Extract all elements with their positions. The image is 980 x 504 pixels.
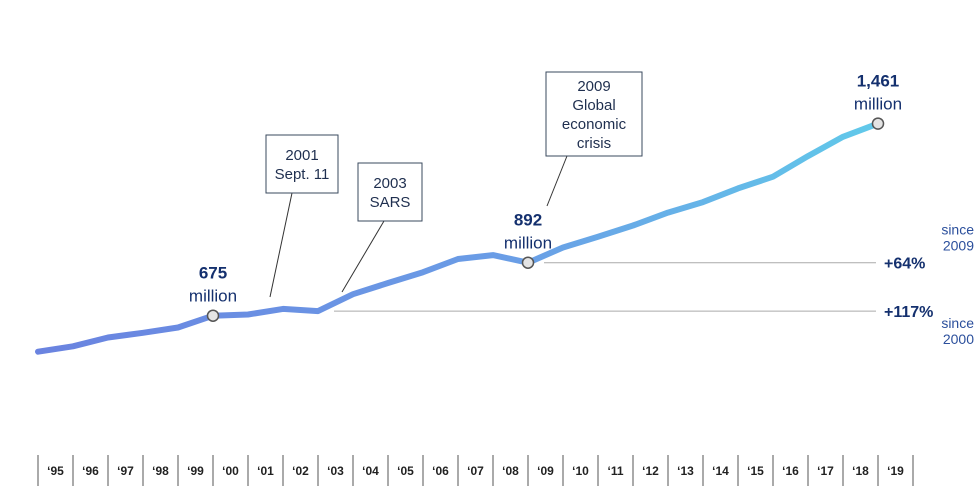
point-value-label: 892 [514, 211, 542, 230]
annotation-leaders [269, 155, 568, 298]
annotation-text: crisis [577, 135, 611, 152]
x-tick-label: ‘99 [187, 464, 204, 478]
annotation-text: 2001 [285, 147, 318, 164]
annotation-text: economic [562, 116, 627, 133]
point-marker [521, 256, 535, 269]
annotation-text: 2003 [373, 175, 406, 192]
annotation-box [545, 71, 643, 157]
x-tick-label: ‘11 [607, 464, 623, 478]
x-tick-label: ‘00 [222, 464, 239, 478]
annotation-text: Global [572, 97, 615, 114]
x-tick-label: ‘05 [397, 464, 414, 478]
x-tick-label: ‘04 [362, 464, 379, 478]
x-tick-label: ‘07 [467, 464, 484, 478]
point-unit-label: million [854, 95, 902, 114]
x-tick-label: ‘16 [782, 464, 799, 478]
x-tick-label: ‘12 [642, 464, 659, 478]
x-tick-label: ‘19 [887, 464, 904, 478]
series-line [35, 120, 881, 355]
x-tick-label: ‘96 [82, 464, 99, 478]
growth-value: +117% [884, 304, 933, 321]
point-value-label: 1,461 [857, 72, 900, 91]
x-tick-label: ‘01 [257, 464, 274, 478]
x-tick-label: ‘09 [537, 464, 554, 478]
annotation-text: Sept. 11 [275, 166, 330, 183]
annotation-box [357, 162, 423, 222]
x-tick-label: ‘97 [117, 464, 134, 478]
point-marker [871, 117, 885, 130]
x-tick-label: ‘15 [747, 464, 764, 478]
point-markers [206, 117, 885, 322]
growth-since-label: 2009 [943, 238, 974, 254]
annotation-leader-line [546, 155, 568, 207]
point-value-label: 675 [199, 264, 227, 283]
growth-since-label: 2000 [943, 331, 974, 347]
annotation-leader-line [269, 192, 293, 298]
x-tick-label: ‘95 [47, 464, 64, 478]
point-unit-label: million [504, 234, 552, 253]
reference-lines [334, 262, 876, 312]
x-tick-label: ‘06 [432, 464, 449, 478]
annotation-box [265, 134, 339, 194]
annotation-text: 2009 [577, 78, 610, 95]
x-tick-label: ‘08 [502, 464, 519, 478]
annotation-leader-line [341, 220, 385, 293]
x-tick-label: ‘13 [677, 464, 694, 478]
x-tick-label: ‘02 [292, 464, 309, 478]
x-tick-label: ‘17 [817, 464, 834, 478]
growth-value: +64% [884, 256, 925, 273]
point-labels: 675 million 892 million 1,461 million [189, 72, 902, 306]
annotation-text: SARS [370, 194, 411, 211]
x-tick-label: ‘18 [852, 464, 869, 478]
x-axis: ‘95 ‘96 ‘97 ‘98 ‘99 ‘00 ‘01 ‘02 ‘03 ‘04 ‘05 ‘06 ‘07 ‘… [37, 455, 914, 486]
point-unit-label: million [189, 287, 237, 306]
x-tick-label: ‘10 [572, 464, 589, 478]
growth-since-label: since [941, 222, 974, 238]
x-tick-label: ‘98 [152, 464, 169, 478]
x-tick-label: ‘03 [327, 464, 344, 478]
x-tick-label: ‘14 [712, 464, 729, 478]
growth-since-label: since [941, 315, 974, 331]
annotations: 2001 Sept. 11 2003 SARS 2009 Global economic cr… [265, 71, 643, 222]
point-marker [206, 309, 220, 322]
